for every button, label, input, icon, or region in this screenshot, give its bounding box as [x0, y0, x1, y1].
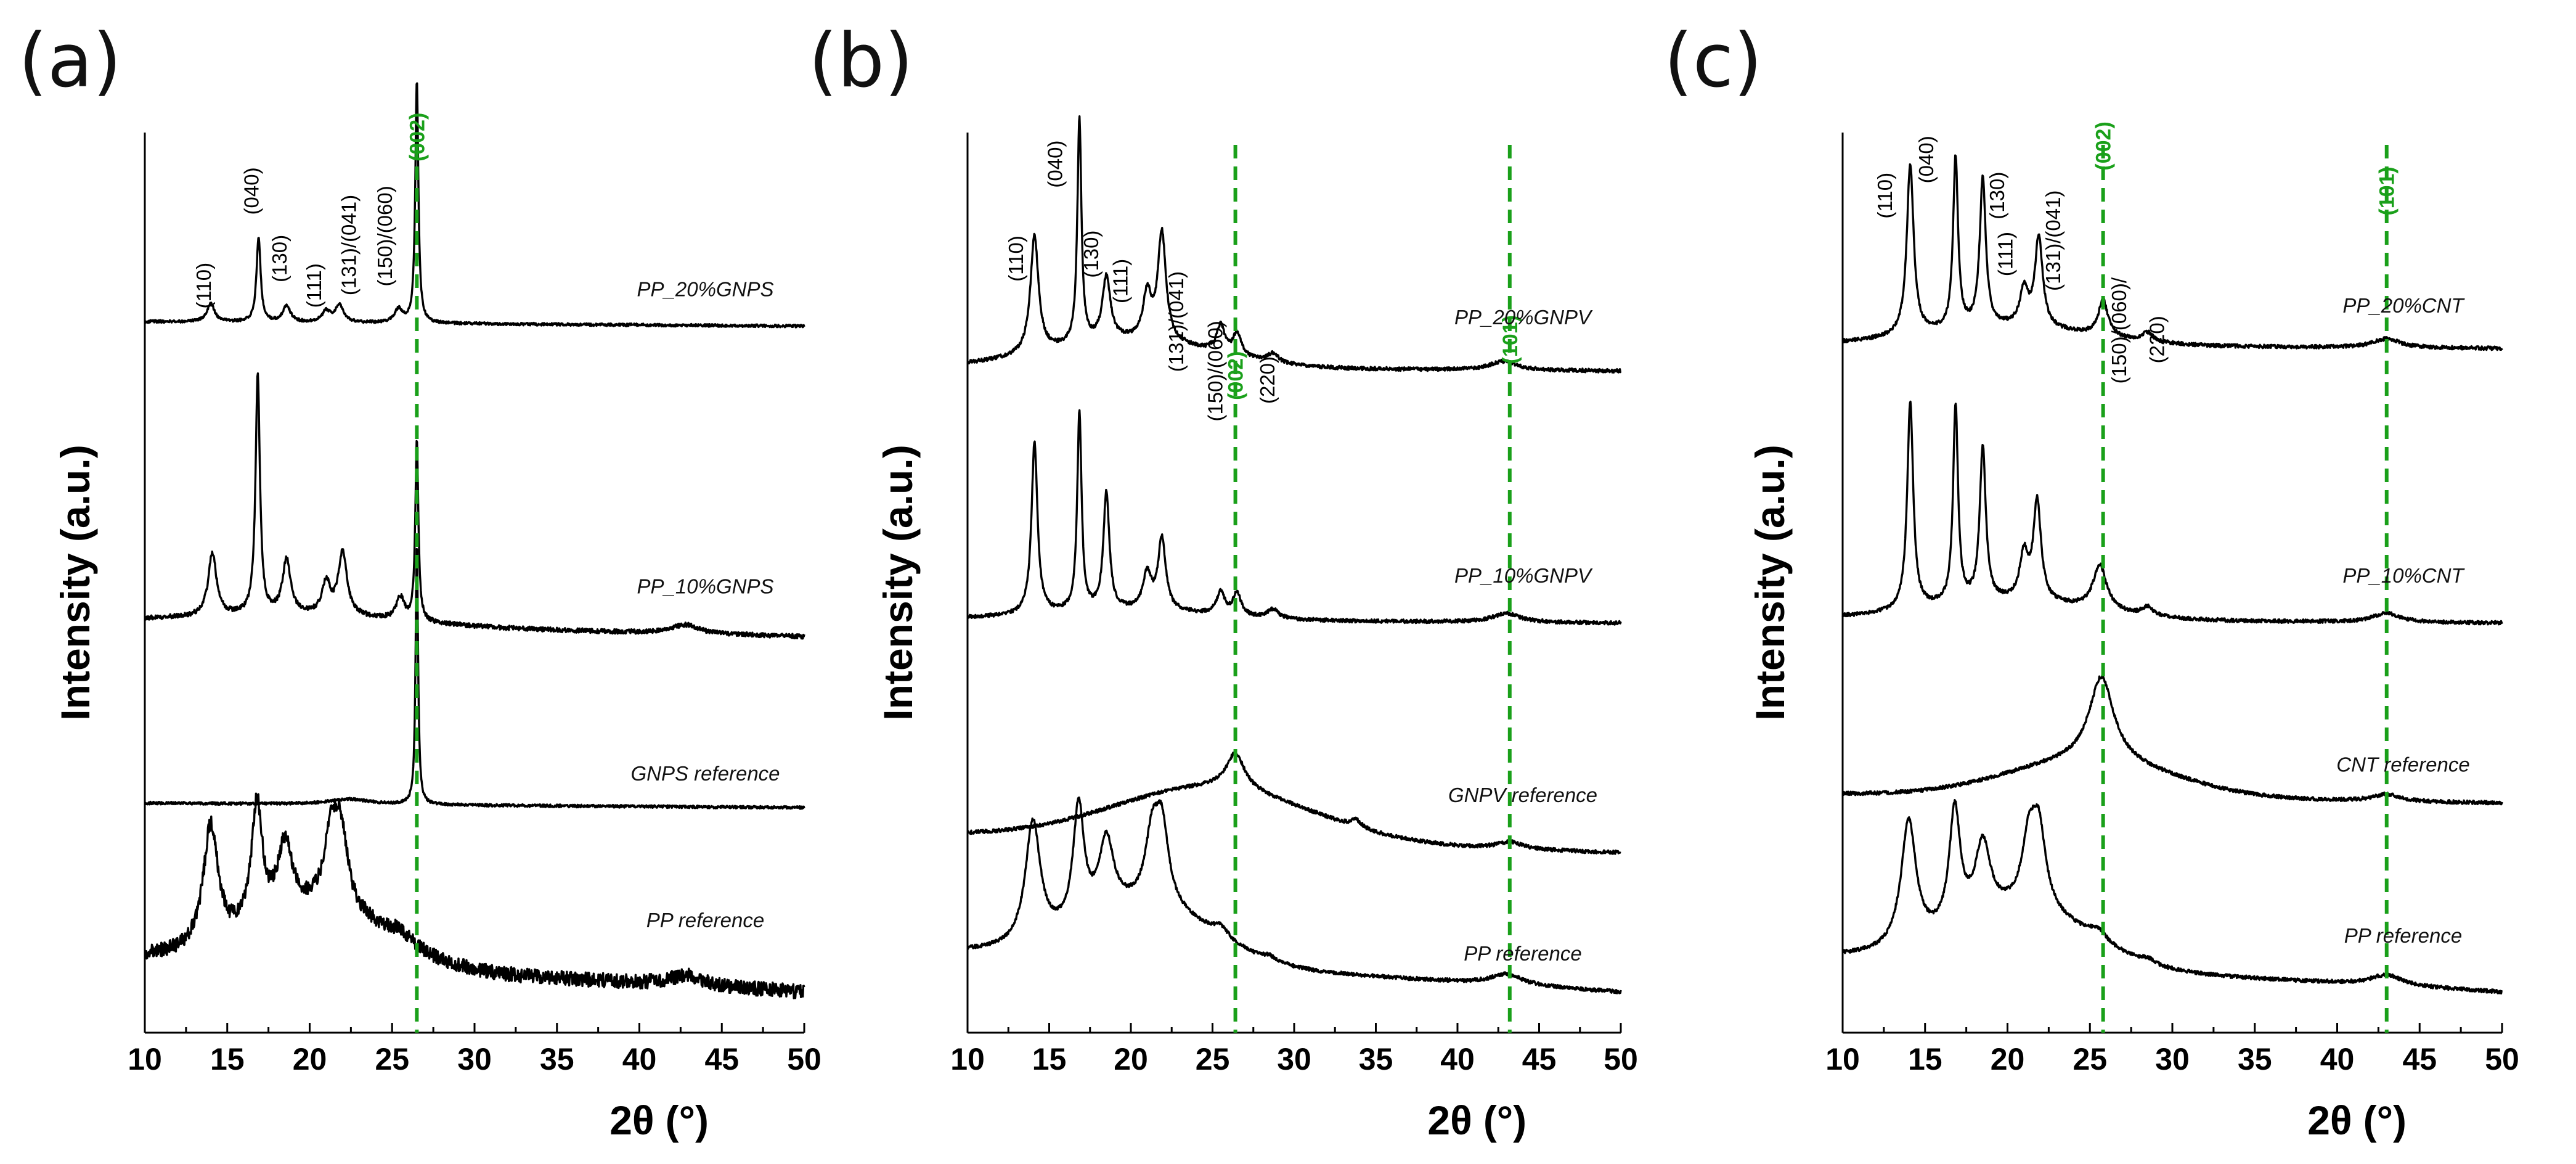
x-axis-symbol: 2θ: [609, 1097, 654, 1143]
x-tick-label: 40: [1440, 1042, 1475, 1076]
x-tick-label: 35: [2238, 1042, 2272, 1076]
x-axis-unit: (°): [2363, 1097, 2407, 1143]
trace-label: PP_20%GNPV: [1454, 306, 1593, 329]
reference-line-label: (002): [406, 113, 429, 162]
x-tick-label: 25: [2073, 1042, 2107, 1076]
panel-letter: (a): [18, 18, 121, 104]
peak-label: (150)/(060): [1204, 321, 1226, 421]
peak-label: (220): [1256, 356, 1279, 404]
reference-line-label: (002): [1225, 351, 1248, 400]
y-axis-title: Intensity (a.u.): [875, 445, 921, 720]
x-tick-label: 40: [2320, 1042, 2355, 1076]
peak-label: (131)/(041): [337, 195, 360, 295]
trace-pp-reference: [967, 796, 1622, 994]
trace-label: PP_20%GNPS: [637, 278, 774, 301]
x-tick-label: 20: [1114, 1042, 1148, 1076]
trace-label: PP_10%GNPV: [1454, 564, 1593, 587]
x-axis-title: 2θ (°): [1427, 1097, 1526, 1143]
peak-label: (110): [192, 263, 215, 309]
panel-letter: (c): [1664, 18, 1763, 104]
trace-pp-20-gnpv: [966, 115, 1622, 374]
trace-pp-reference: [144, 792, 805, 999]
x-tick-label: 25: [1196, 1042, 1230, 1076]
peak-label: (130): [1080, 231, 1103, 278]
trace-label: PP reference: [2344, 924, 2462, 947]
x-tick-label: 25: [375, 1042, 409, 1076]
panel-letter: (b): [809, 18, 913, 104]
trace-label: CNT reference: [2336, 753, 2469, 776]
x-tick-label: 15: [1032, 1042, 1067, 1076]
trace-pp-reference: [1842, 799, 2503, 995]
trace-label: PP reference: [1464, 942, 1581, 965]
trace-label: GNPS reference: [630, 762, 780, 785]
peak-label: (130): [1986, 172, 2008, 219]
peak-label: (111): [1994, 232, 2017, 276]
peak-label: (131)/(041): [2042, 191, 2064, 291]
peak-label: (040): [1044, 141, 1067, 188]
trace-label: GNPV reference: [1448, 784, 1597, 806]
x-tick-label: 10: [128, 1042, 162, 1076]
x-tick-label: 50: [2485, 1042, 2519, 1076]
trace-cnt-reference: [1841, 674, 2503, 806]
trace-label: PP_20%CNT: [2342, 294, 2465, 317]
x-axis-symbol: 2θ: [1427, 1097, 1472, 1143]
x-tick-label: 35: [540, 1042, 574, 1076]
reference-line-label: (101): [2376, 166, 2399, 215]
x-tick-label: 45: [1522, 1042, 1557, 1076]
x-tick-label: 20: [1991, 1042, 2025, 1076]
peak-label: (111): [303, 263, 325, 308]
panel-a: (a) 10 15 20 25 30 35 40 45 50 2θ (°) Intensity (a.u…: [18, 18, 821, 1143]
trace-pp-20-gnps: [144, 82, 805, 329]
panel-b: (b) 10 15 20 25 30 35 40 45 50 2θ (°) Intensity (a.u…: [809, 18, 1638, 1143]
trace-label: PP_10%GNPS: [637, 575, 774, 598]
x-axis-title: 2θ (°): [609, 1097, 709, 1143]
x-tick-label: 30: [2155, 1042, 2190, 1076]
y-axis-title: Intensity (a.u.): [52, 445, 98, 720]
x-tick-label: 50: [1604, 1042, 1638, 1076]
x-axis-title: 2θ (°): [2307, 1097, 2407, 1143]
peak-label: (150)/(060): [373, 186, 396, 286]
trace-pp-10-gnpv: [966, 409, 1622, 626]
x-axis-symbol: 2θ: [2307, 1097, 2352, 1143]
x-tick-label: 20: [293, 1042, 327, 1076]
peak-label: (111): [1109, 259, 1132, 303]
trace-label: PP_10%CNT: [2342, 564, 2465, 587]
x-tick-label: 10: [1825, 1042, 1860, 1076]
peak-label: (130): [268, 235, 291, 282]
peak-label: (150)/(060)/: [2108, 277, 2130, 383]
panel-c: (c) 10 15 20 25 30 35 40 45 50 2θ (°) Intensity (a.u…: [1664, 18, 2519, 1143]
x-axis-unit: (°): [666, 1097, 709, 1143]
peak-label: (040): [1915, 136, 1938, 183]
peak-label: (220): [2146, 316, 2169, 363]
peak-label: (110): [1005, 236, 1027, 282]
trace-pp-20-cnt: [1841, 154, 2503, 351]
x-tick-label: 10: [950, 1042, 985, 1076]
x-axis-unit: (°): [1483, 1097, 1526, 1143]
trace-pp-10-gnps: [144, 372, 805, 640]
x-tick-label: 15: [1908, 1042, 1942, 1076]
x-tick-label: 40: [622, 1042, 657, 1076]
peak-label: (110): [1873, 173, 1896, 219]
peak-label: (040): [240, 167, 263, 215]
x-tick-label: 35: [1359, 1042, 1393, 1076]
trace-pp-10-cnt: [1841, 400, 2503, 626]
x-tick-label: 30: [1277, 1042, 1311, 1076]
x-tick-label: 45: [2402, 1042, 2437, 1076]
x-tick-label: 15: [210, 1042, 245, 1076]
reference-line-label: (002): [2092, 121, 2116, 170]
x-tick-label: 30: [457, 1042, 492, 1076]
x-tick-label: 45: [704, 1042, 739, 1076]
peak-label: (131)/(041): [1165, 271, 1188, 372]
trace-label: PP reference: [646, 909, 764, 932]
x-tick-label: 50: [787, 1042, 821, 1076]
y-axis-title: Intensity (a.u.): [1747, 445, 1793, 720]
reference-line-label: (101): [1499, 315, 1522, 364]
